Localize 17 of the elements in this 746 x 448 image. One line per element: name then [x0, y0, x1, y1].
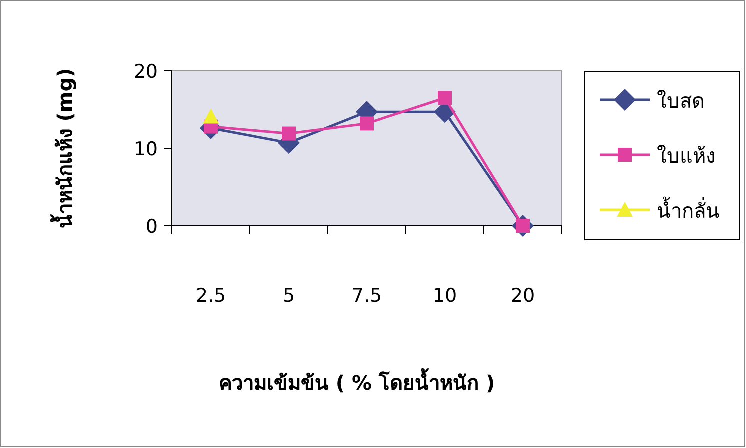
- x-tick-label: 5: [282, 285, 296, 307]
- point: [282, 126, 296, 141]
- x-tick-label: 20: [510, 285, 536, 307]
- x-tick-label: 2.5: [196, 285, 226, 307]
- y-tick-label: 20: [134, 61, 158, 83]
- x-axis-title: ความเข้มข้น ( % โดยน้ำหนัก ): [218, 368, 496, 395]
- x-tick-label: 10: [432, 285, 458, 307]
- point: [203, 108, 219, 124]
- point: [360, 116, 374, 131]
- legend-label: ใบแห้ง: [657, 144, 716, 168]
- y-axis-title: น้ำหนักแห้ง (mg): [50, 68, 77, 229]
- x-tick-label: 7.5: [352, 285, 382, 307]
- legend-label: ใบสด: [657, 89, 705, 113]
- y-tick-label: 10: [134, 138, 158, 160]
- point: [438, 91, 452, 106]
- y-tick-label: 0: [146, 216, 158, 238]
- legend-label: น้ำกลั่น: [657, 197, 720, 223]
